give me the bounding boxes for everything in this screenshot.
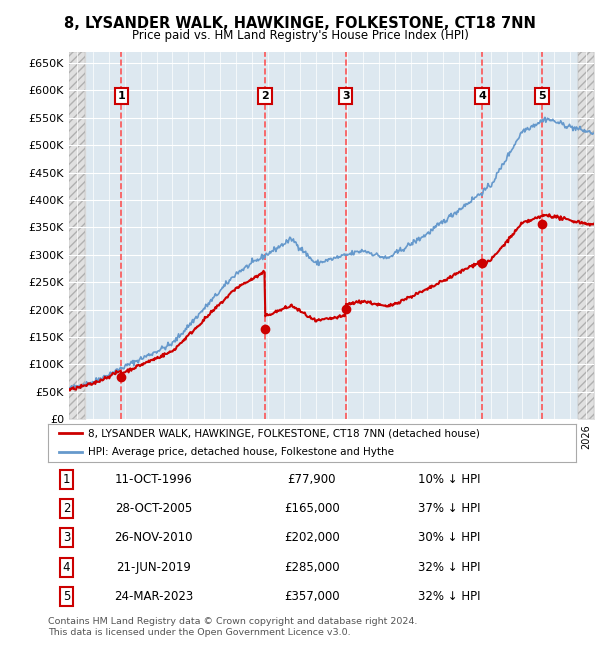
Text: 3: 3 — [63, 532, 70, 544]
Text: £357,000: £357,000 — [284, 590, 340, 603]
Text: £202,000: £202,000 — [284, 532, 340, 544]
Text: 37% ↓ HPI: 37% ↓ HPI — [418, 502, 481, 515]
Text: Contains HM Land Registry data © Crown copyright and database right 2024.
This d: Contains HM Land Registry data © Crown c… — [48, 618, 418, 637]
Text: HPI: Average price, detached house, Folkestone and Hythe: HPI: Average price, detached house, Folk… — [88, 447, 394, 457]
Text: 26-NOV-2010: 26-NOV-2010 — [115, 532, 193, 544]
Text: 21-JUN-2019: 21-JUN-2019 — [116, 560, 191, 574]
Text: £165,000: £165,000 — [284, 502, 340, 515]
Text: Price paid vs. HM Land Registry's House Price Index (HPI): Price paid vs. HM Land Registry's House … — [131, 29, 469, 42]
Text: 32% ↓ HPI: 32% ↓ HPI — [418, 590, 481, 603]
Text: 2: 2 — [63, 502, 70, 515]
Text: 5: 5 — [538, 91, 546, 101]
Text: 4: 4 — [63, 560, 70, 574]
Text: 1: 1 — [63, 473, 70, 486]
Text: 5: 5 — [63, 590, 70, 603]
Text: 8, LYSANDER WALK, HAWKINGE, FOLKESTONE, CT18 7NN (detached house): 8, LYSANDER WALK, HAWKINGE, FOLKESTONE, … — [88, 428, 479, 438]
Text: 24-MAR-2023: 24-MAR-2023 — [114, 590, 193, 603]
Text: 4: 4 — [478, 91, 486, 101]
Text: £285,000: £285,000 — [284, 560, 340, 574]
Text: 1: 1 — [118, 91, 125, 101]
Text: 3: 3 — [342, 91, 350, 101]
Text: £77,900: £77,900 — [288, 473, 336, 486]
Text: 11-OCT-1996: 11-OCT-1996 — [115, 473, 193, 486]
Text: 28-OCT-2005: 28-OCT-2005 — [115, 502, 192, 515]
Text: 8, LYSANDER WALK, HAWKINGE, FOLKESTONE, CT18 7NN: 8, LYSANDER WALK, HAWKINGE, FOLKESTONE, … — [64, 16, 536, 31]
Text: 10% ↓ HPI: 10% ↓ HPI — [418, 473, 481, 486]
Text: 2: 2 — [261, 91, 269, 101]
Text: 30% ↓ HPI: 30% ↓ HPI — [418, 532, 481, 544]
Text: 32% ↓ HPI: 32% ↓ HPI — [418, 560, 481, 574]
